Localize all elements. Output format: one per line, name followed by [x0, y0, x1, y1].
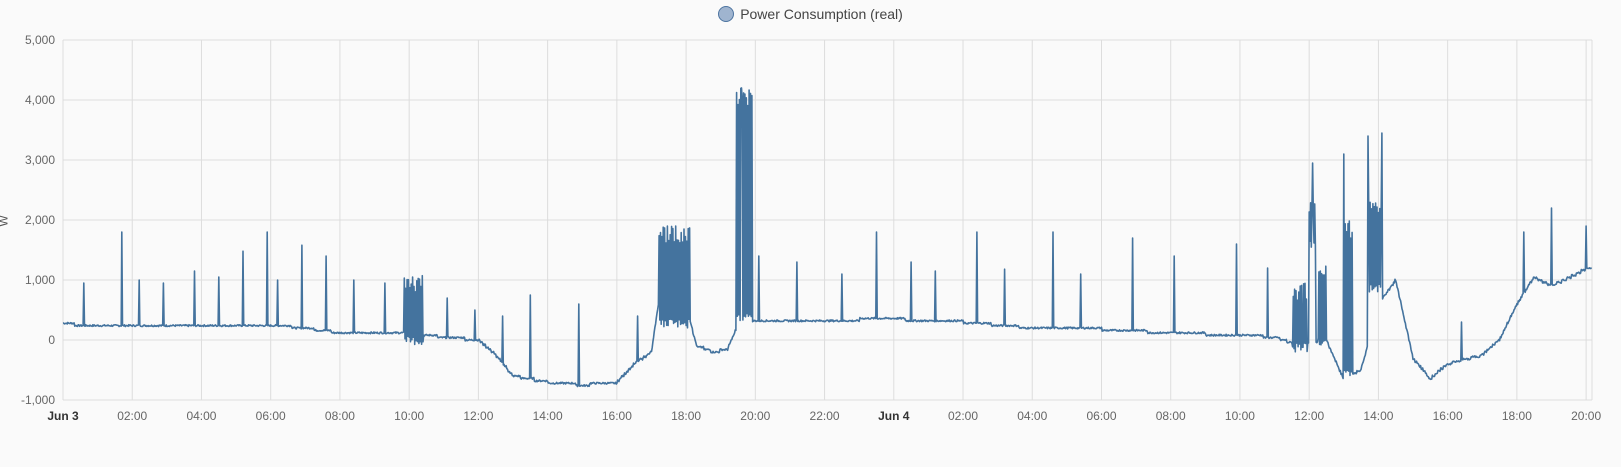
- x-tick-label: 10:00: [1225, 409, 1255, 423]
- x-tick-label: 12:00: [463, 409, 493, 423]
- x-tick-label: 20:00: [740, 409, 770, 423]
- x-tick-label: 14:00: [533, 409, 563, 423]
- legend-swatch-icon: [718, 6, 735, 22]
- grid: [62, 39, 1593, 401]
- y-tick-label: 0: [48, 333, 55, 347]
- x-tick-label: 06:00: [256, 409, 286, 423]
- x-tick-label: 04:00: [1017, 409, 1047, 423]
- x-tick-label: 16:00: [602, 409, 632, 423]
- x-tick-label: 14:00: [1363, 409, 1393, 423]
- x-tick-label: 22:00: [810, 409, 840, 423]
- legend[interactable]: Power Consumption (real): [0, 6, 1621, 22]
- x-tick-label: 02:00: [948, 409, 978, 423]
- y-tick-labels: 5,000 4,000 3,000 2,000 1,000 0 -1,000: [21, 33, 55, 407]
- legend-label: Power Consumption (real): [740, 6, 903, 22]
- y-tick-label: 3,000: [25, 153, 55, 167]
- y-tick-label: -1,000: [21, 393, 55, 407]
- x-tick-label: 12:00: [1294, 409, 1324, 423]
- x-tick-label: 20:00: [1571, 409, 1601, 423]
- series-group: [62, 87, 1593, 388]
- series-line-power-consumption: [62, 87, 1593, 388]
- x-tick-label: 06:00: [1086, 409, 1116, 423]
- y-tick-label: 4,000: [25, 93, 55, 107]
- x-tick-label: 08:00: [1156, 409, 1186, 423]
- y-tick-label: 2,000: [25, 213, 55, 227]
- y-tick-label: 5,000: [25, 33, 55, 47]
- y-tick-label: 1,000: [25, 273, 55, 287]
- x-tick-labels: Jun 3 02:00 04:00 06:00 08:00 10:00 12:00 14:00…: [47, 409, 1601, 423]
- x-tick-label: 18:00: [1502, 409, 1532, 423]
- x-tick-label: 04:00: [186, 409, 216, 423]
- x-tick-label: 16:00: [1433, 409, 1463, 423]
- x-tick-label: 02:00: [117, 409, 147, 423]
- x-tick-label: 08:00: [325, 409, 355, 423]
- x-tick-label: Jun 3: [47, 409, 79, 423]
- x-tick-label: 18:00: [671, 409, 701, 423]
- x-tick-label: 10:00: [394, 409, 424, 423]
- x-tick-label: Jun 4: [878, 409, 910, 423]
